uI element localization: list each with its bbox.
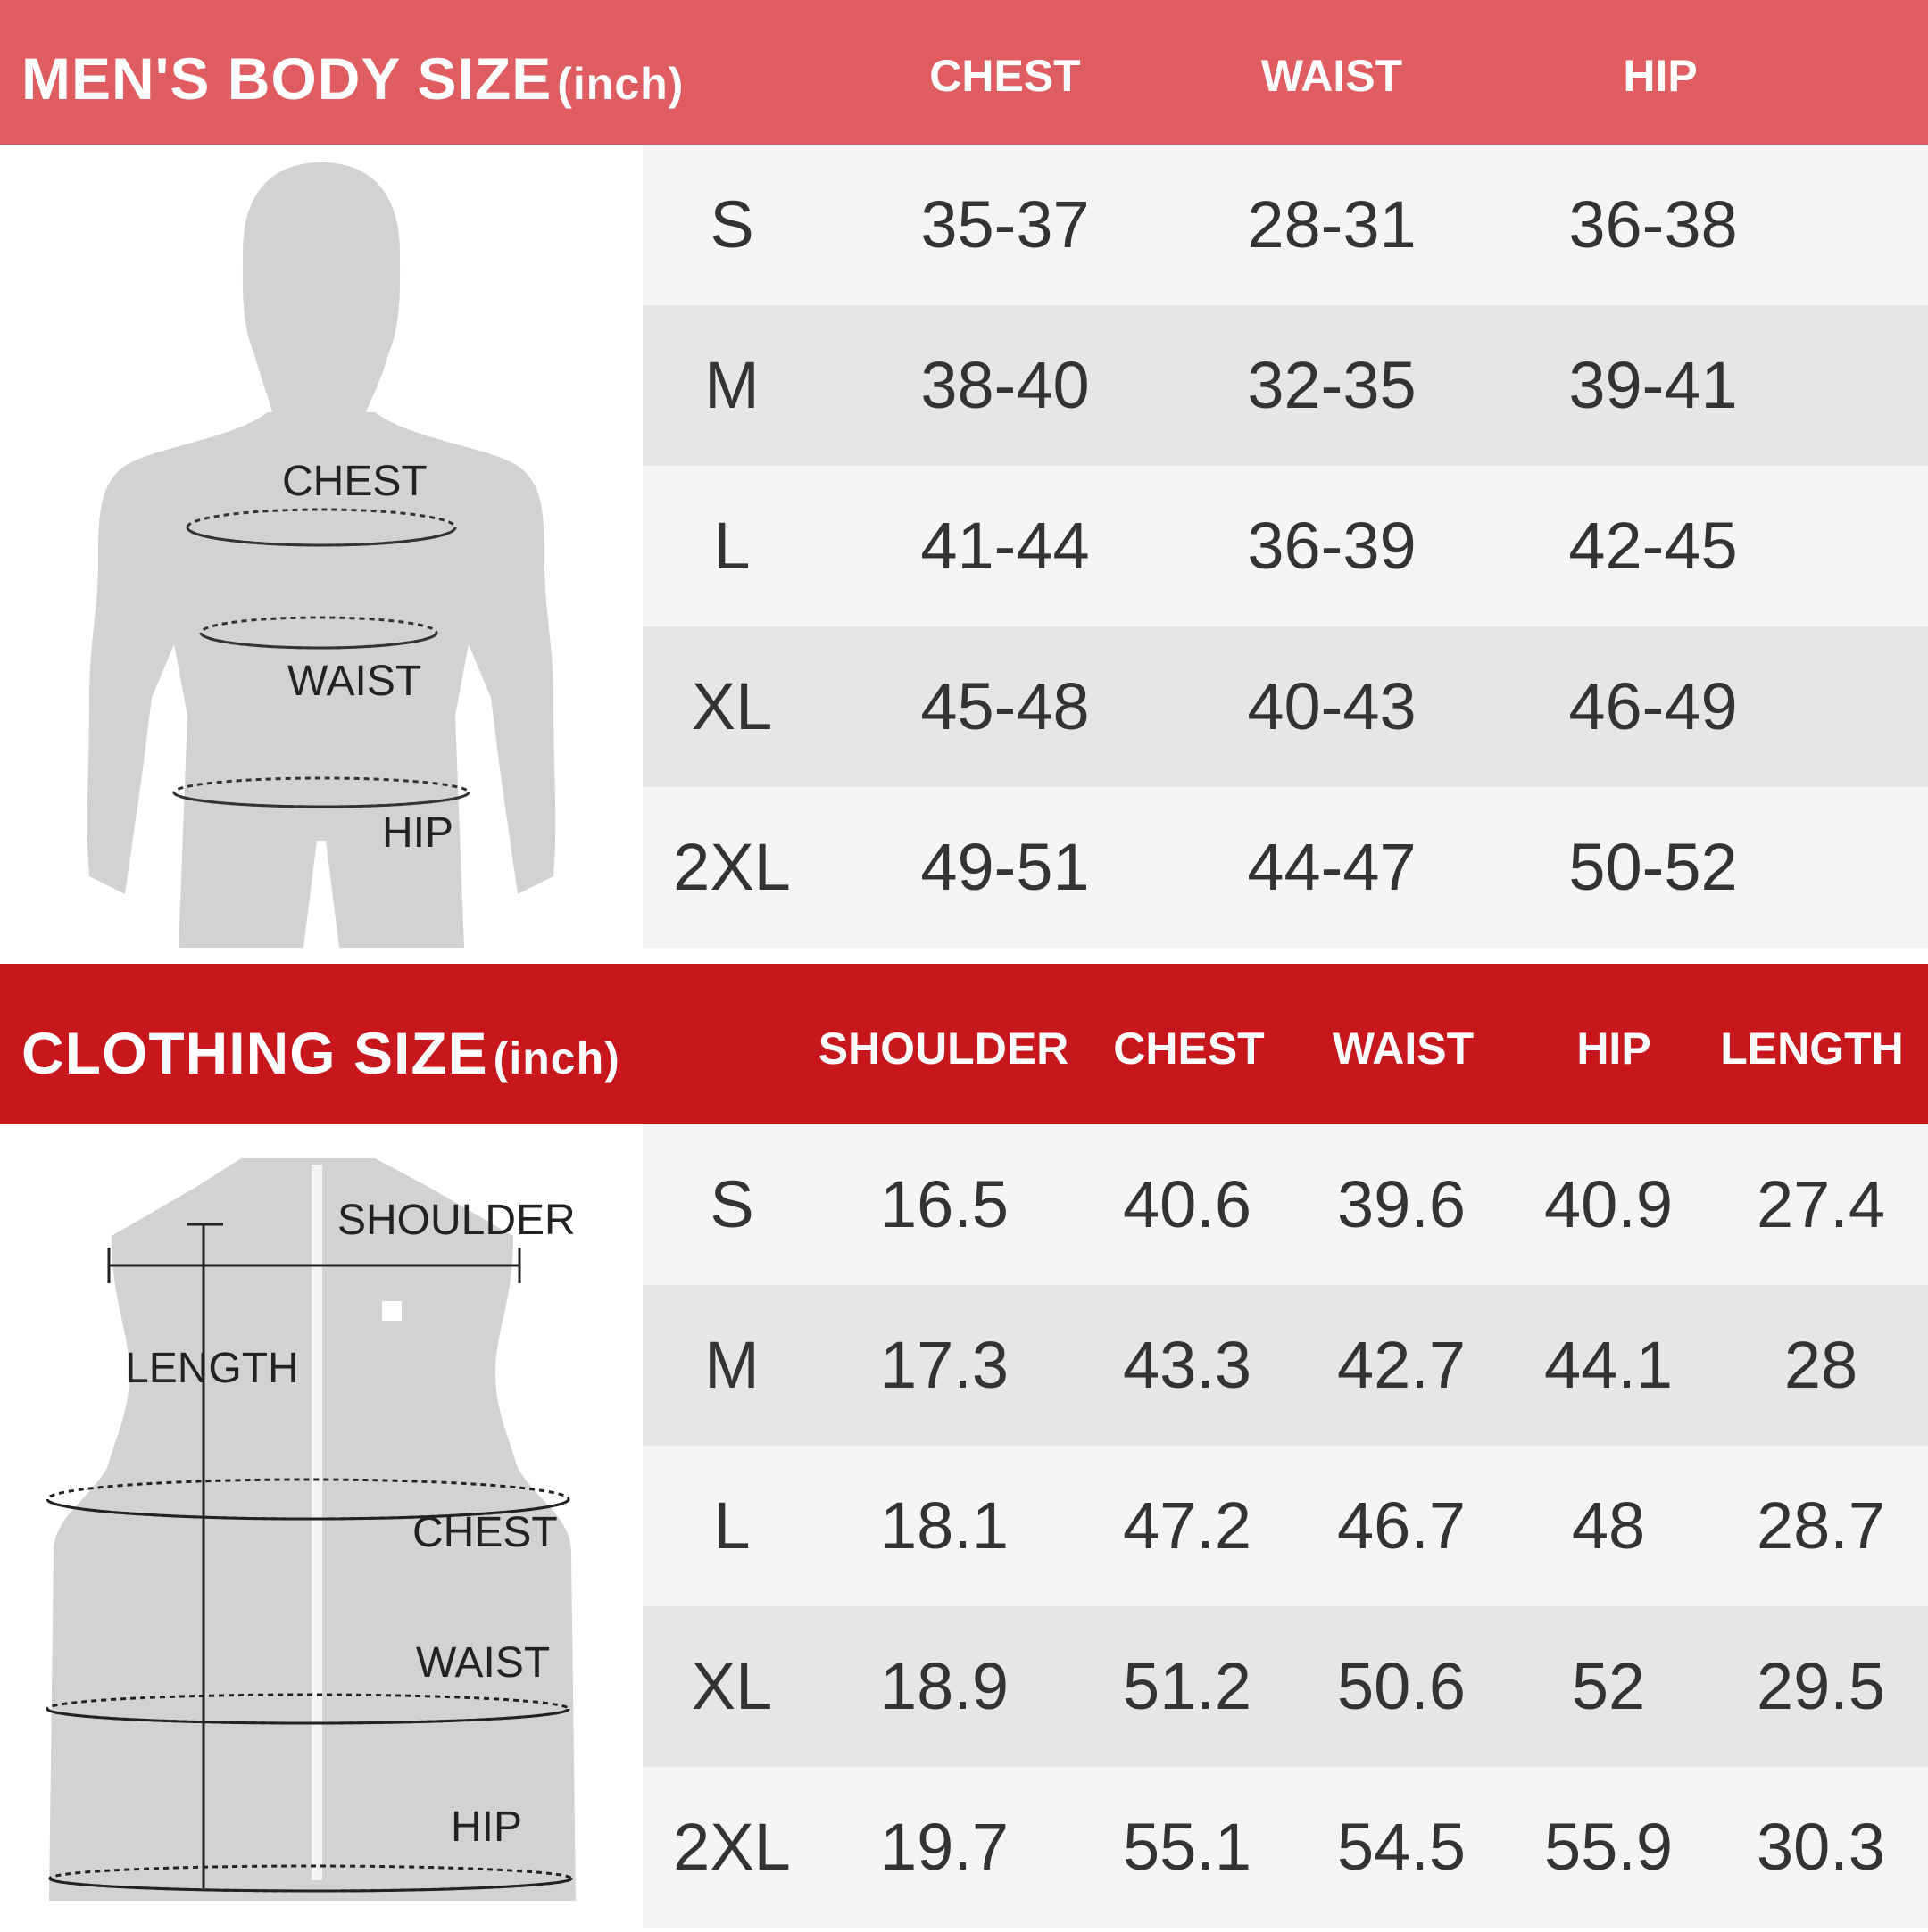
- chest-value: 49-51: [920, 830, 1090, 904]
- chest-value: 55.1: [1122, 1810, 1252, 1884]
- table-row: S 35-37 28-31 36-38: [643, 145, 1928, 305]
- body-size-table: S 35-37 28-31 36-38 M 38-40 32-35 39-41 …: [643, 145, 1928, 948]
- table-row: L 41-44 36-39 42-45: [643, 466, 1928, 626]
- chest-value: 45-48: [920, 669, 1090, 743]
- shoulder-value: 18.1: [879, 1488, 1010, 1563]
- waist-value: 46.7: [1336, 1488, 1467, 1563]
- size-label: S: [710, 1167, 754, 1241]
- chest-value: 38-40: [920, 348, 1090, 422]
- length-value: 29.5: [1756, 1649, 1886, 1723]
- clothing-col-shoulder: SHOULDER: [818, 1024, 1069, 1074]
- chest-value: 47.2: [1122, 1488, 1252, 1563]
- waist-value: 42.7: [1336, 1328, 1467, 1402]
- table-row: 2XL 49-51 44-47 50-52: [643, 787, 1928, 948]
- hip-value: 36-38: [1568, 187, 1738, 261]
- shoulder-value: 16.5: [879, 1167, 1010, 1241]
- clothing-col-waist: WAIST: [1332, 1024, 1475, 1074]
- hip-value: 40.9: [1543, 1167, 1674, 1241]
- vest-figure: SHOULDER LENGTH CHEST WAIST HIP: [0, 1124, 643, 1928]
- size-label: L: [713, 1488, 751, 1563]
- size-label: 2XL: [673, 830, 791, 904]
- hip-value: 52: [1571, 1649, 1646, 1723]
- hip-value: 44.1: [1543, 1328, 1674, 1402]
- size-label: L: [713, 509, 751, 583]
- clothing-col-hip: HIP: [1576, 1024, 1651, 1074]
- vest-silhouette-icon: [46, 1158, 576, 1901]
- waist-value: 50.6: [1336, 1649, 1467, 1723]
- body-col-chest: CHEST: [929, 51, 1081, 101]
- length-value: 28.7: [1756, 1488, 1886, 1563]
- body-size-header: MEN'S BODY SIZE (inch) CHEST WAIST HIP: [0, 0, 1928, 145]
- chest-value: 40.6: [1122, 1167, 1252, 1241]
- chest-value: 51.2: [1122, 1649, 1252, 1723]
- body-size-title-text: MEN'S BODY SIZE: [21, 46, 553, 112]
- body-col-hip: HIP: [1623, 51, 1698, 101]
- length-value: 30.3: [1756, 1810, 1886, 1884]
- waist-value: 40-43: [1247, 669, 1417, 743]
- body-figure: CHEST WAIST HIP: [0, 145, 643, 948]
- waist-value: 28-31: [1247, 187, 1417, 261]
- table-row: M 17.3 43.3 42.7 44.1 28: [643, 1285, 1928, 1446]
- clothing-size-title: CLOTHING SIZE (inch): [21, 1019, 620, 1087]
- clothing-size-table: S 16.5 40.6 39.6 40.9 27.4 M 17.3 43.3 4…: [643, 1124, 1928, 1928]
- clothing-size-unit: (inch): [493, 1033, 620, 1083]
- vest-label-waist: WAIST: [416, 1639, 551, 1687]
- body-size-unit: (inch): [557, 59, 685, 109]
- table-row: XL 18.9 51.2 50.6 52 29.5: [643, 1606, 1928, 1767]
- hip-value: 55.9: [1543, 1810, 1674, 1884]
- waist-value: 44-47: [1247, 830, 1417, 904]
- waist-value: 54.5: [1336, 1810, 1467, 1884]
- body-col-waist: WAIST: [1260, 51, 1403, 101]
- hip-value: 48: [1571, 1488, 1646, 1563]
- size-label: S: [710, 187, 754, 261]
- waist-value: 36-39: [1247, 509, 1417, 583]
- length-value: 27.4: [1756, 1167, 1886, 1241]
- size-label: XL: [691, 669, 773, 743]
- clothing-size-title-text: CLOTHING SIZE: [21, 1020, 488, 1086]
- section-divider: [0, 948, 1928, 964]
- length-value: 28: [1783, 1328, 1858, 1402]
- hip-value: 39-41: [1568, 348, 1738, 422]
- vest-label-shoulder: SHOULDER: [337, 1197, 576, 1244]
- body-size-title: MEN'S BODY SIZE (inch): [21, 45, 684, 112]
- table-row: XL 45-48 40-43 46-49: [643, 626, 1928, 787]
- clothing-col-chest: CHEST: [1113, 1024, 1265, 1074]
- shoulder-value: 19.7: [879, 1810, 1010, 1884]
- size-label: XL: [691, 1649, 773, 1723]
- table-row: L 18.1 47.2 46.7 48 28.7: [643, 1446, 1928, 1606]
- table-row: 2XL 19.7 55.1 54.5 55.9 30.3: [643, 1767, 1928, 1928]
- waist-value: 39.6: [1336, 1167, 1467, 1241]
- size-label: 2XL: [673, 1810, 791, 1884]
- chest-value: 35-37: [920, 187, 1090, 261]
- vest-label-length: LENGTH: [125, 1345, 299, 1392]
- body-label-hip: HIP: [382, 809, 454, 857]
- size-label: M: [704, 1328, 760, 1402]
- chest-value: 43.3: [1122, 1328, 1252, 1402]
- shoulder-value: 17.3: [879, 1328, 1010, 1402]
- shoulder-value: 18.9: [879, 1649, 1010, 1723]
- hip-value: 50-52: [1568, 830, 1738, 904]
- waist-value: 32-35: [1247, 348, 1417, 422]
- clothing-size-header: CLOTHING SIZE (inch) SHOULDER CHEST WAIST…: [0, 964, 1928, 1124]
- clothing-col-length: LENGTH: [1720, 1024, 1904, 1074]
- hip-value: 46-49: [1568, 669, 1738, 743]
- size-label: M: [704, 348, 760, 422]
- body-silhouette-icon: [87, 162, 556, 948]
- chest-value: 41-44: [920, 509, 1090, 583]
- table-row: M 38-40 32-35 39-41: [643, 305, 1928, 466]
- body-label-chest: CHEST: [282, 458, 428, 505]
- hip-value: 42-45: [1568, 509, 1738, 583]
- body-label-waist: WAIST: [287, 658, 422, 705]
- vest-label-chest: CHEST: [412, 1509, 558, 1556]
- vest-label-hip: HIP: [451, 1803, 523, 1851]
- table-row: S 16.5 40.6 39.6 40.9 27.4: [643, 1124, 1928, 1285]
